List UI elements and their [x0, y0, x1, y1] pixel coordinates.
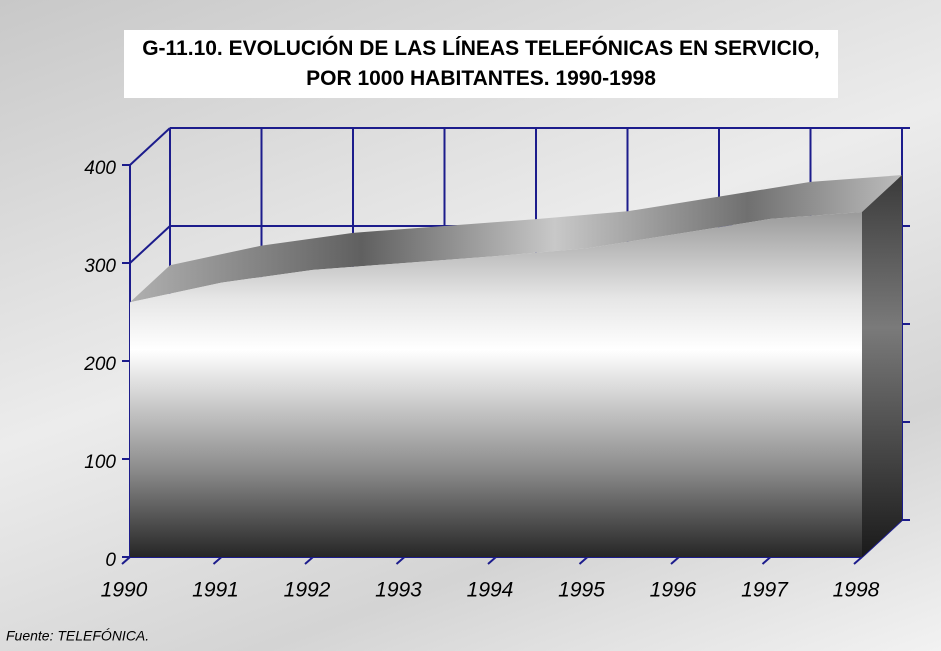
x-tick [121, 556, 131, 565]
x-tick-label: 1993 [375, 579, 422, 602]
x-tick [487, 556, 497, 565]
x-tick-label: 1995 [558, 579, 605, 602]
x-tick-label: 1990 [101, 579, 148, 602]
y-tick-label: 0 [105, 550, 116, 571]
x-tick-label: 1992 [284, 579, 331, 602]
x-tick [212, 556, 223, 565]
grid-line-side [129, 225, 171, 264]
x-tick-label: 1994 [467, 579, 514, 602]
grid-line-side [129, 127, 171, 166]
title-box [124, 30, 838, 98]
title-wrap: G-11.10. EVOLUCIÓN DE LAS LÍNEAS TELEFÓN… [142, 37, 820, 90]
y-tick-label: 100 [84, 452, 116, 473]
x-tick-label: 1997 [741, 579, 789, 602]
x-tick [853, 556, 863, 565]
x-tick [395, 556, 406, 565]
x-tick-label: 1996 [650, 579, 697, 602]
x-tick [304, 556, 314, 565]
area [130, 212, 862, 558]
x-tick [670, 556, 680, 565]
area-top [130, 175, 902, 303]
y-tick-label: 200 [83, 354, 116, 375]
y-tick-label: 400 [84, 158, 116, 179]
area-side [862, 175, 902, 558]
x-tick-label: 1991 [192, 579, 239, 602]
x-tick [761, 556, 772, 565]
x-tick-label: 1998 [833, 579, 880, 602]
x-tick [578, 556, 589, 565]
chart-title: G-11.10. EVOLUCIÓN DE LAS LÍNEAS TELEFÓN… [142, 37, 820, 90]
y-tick-label: 300 [84, 256, 116, 277]
source: Fuente: TELEFÓNICA. [6, 628, 149, 644]
